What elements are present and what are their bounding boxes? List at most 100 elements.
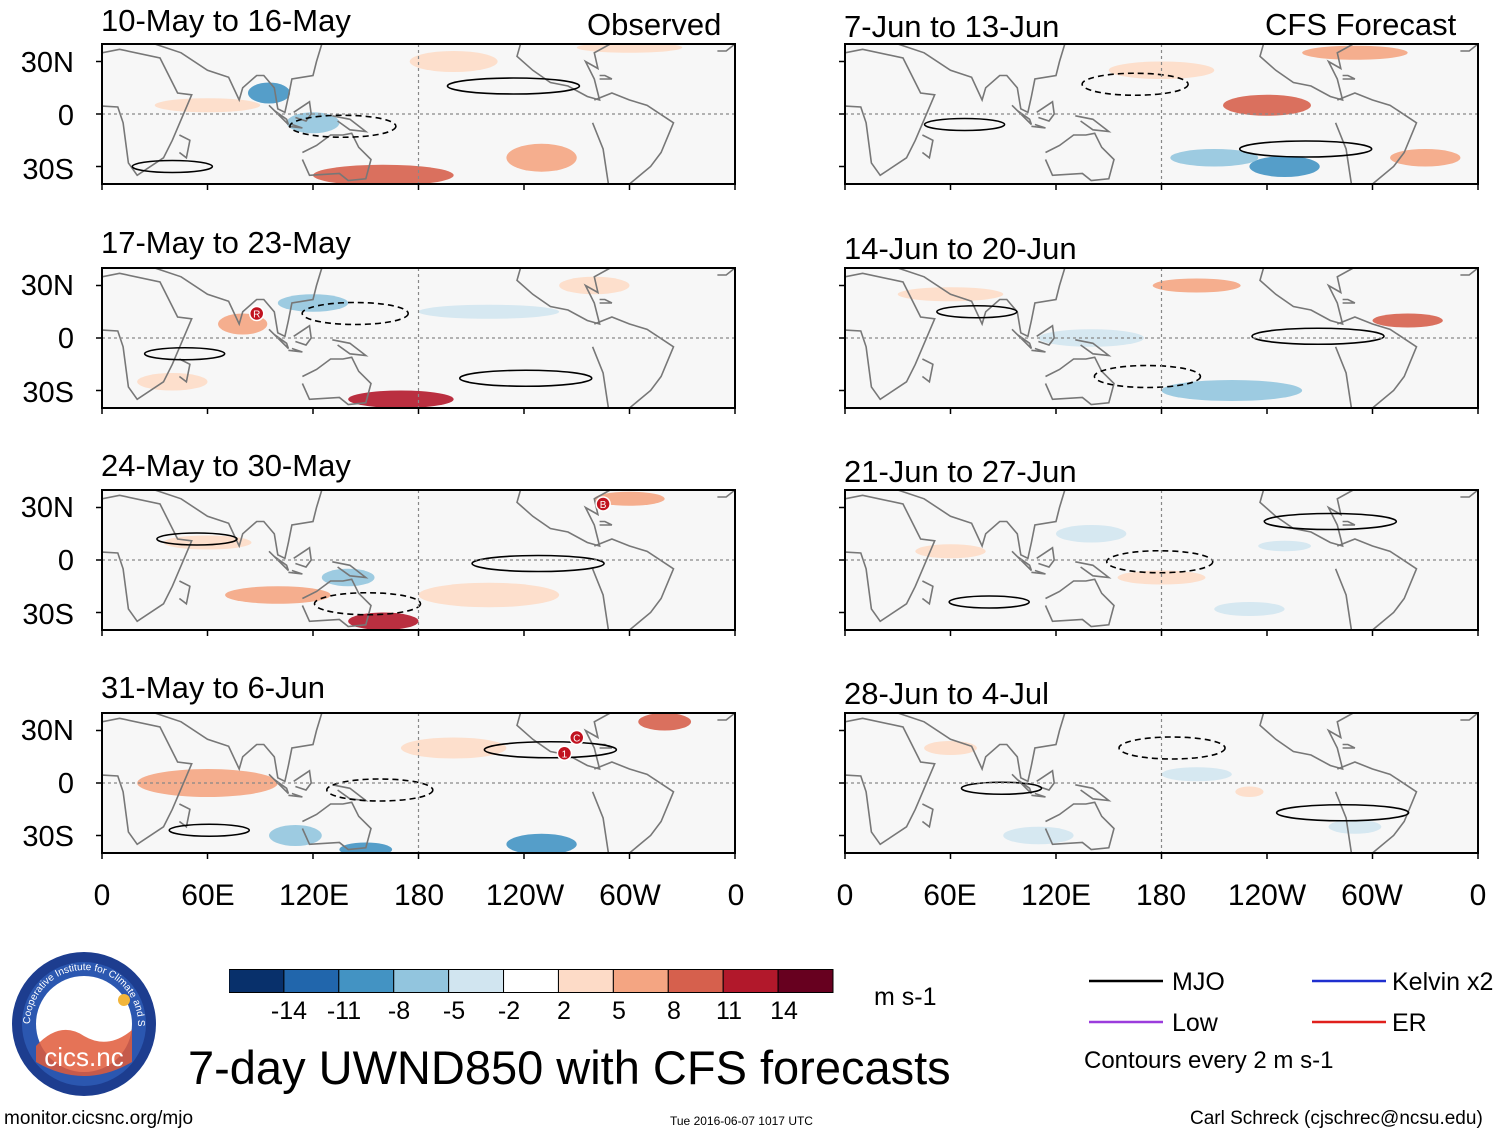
anomaly-shading [1214,602,1285,616]
storm-marker-label: B [600,500,607,511]
coastline [599,74,613,80]
map-panel-6 [839,267,1479,414]
coastline [516,44,611,102]
colorbar-swatch [557,969,614,993]
anomaly-shading [409,51,498,72]
anomaly-shading [1003,826,1074,845]
coastline [178,134,191,160]
colorbar-swatch [777,969,834,993]
colorbar-swatch [667,969,724,993]
map-panel-2 [96,267,736,414]
anomaly-shading [506,833,577,853]
coastline [301,356,372,406]
mjo-contour [458,369,593,388]
coastline [1334,316,1418,408]
map-panel-1 [96,43,736,190]
anomaly-shading [576,44,683,53]
legend-label-mjo: MJO [1172,968,1225,996]
coastline [717,490,735,498]
coastline [1044,801,1115,851]
anomaly-shading [418,582,560,608]
coastline [332,561,369,579]
lon-label-60e: 60E [923,879,977,912]
forecast-panel-title-1: 7-Jun to 13-Jun [844,9,1060,44]
coastline [1460,713,1478,721]
coastline [591,761,675,853]
coastline [717,44,735,52]
anomaly-shading [1235,786,1264,797]
coastline [268,328,290,350]
anomaly-shading [1056,525,1127,543]
coastline [1259,713,1354,771]
mjo-contour [1263,512,1398,531]
anomaly-shading [1161,380,1303,401]
forecast-panel-title-2: 14-Jun to 20-Jun [844,231,1077,266]
coastline [1036,769,1056,791]
coastline [845,490,1066,560]
anomaly-shading [247,82,291,104]
anomaly-shading [225,586,331,604]
anomaly-shading [154,98,261,113]
lat-label-30s: 30S [22,599,74,631]
coastline [1036,324,1056,346]
anomaly-shading [594,491,665,506]
coastline [1342,74,1356,80]
coastline [178,580,191,606]
coastline [293,324,313,346]
coastline [921,358,934,384]
lon-label-0: 0 [836,879,854,912]
coastline [288,792,303,798]
anomaly-shading [1258,540,1311,552]
anomaly-shading [418,304,560,319]
forecast-panel-title-3: 21-Jun to 27-Jun [844,454,1077,489]
coastline [288,569,303,575]
cicsnc-logo: Cooperative Institute for Climate and Sa… [10,950,156,1096]
colorbar-label: 11 [716,997,742,1025]
storm-marker-label: R [253,310,260,321]
anomaly-shading [506,143,577,172]
coastline [178,803,191,829]
coastline [293,769,313,791]
mjo-contour [923,117,1006,132]
coastline [1036,546,1056,568]
coastline [102,44,323,114]
coastline [1036,100,1056,122]
anomaly-shading [1152,278,1241,293]
coastline [1075,115,1112,133]
anomaly-shading [1170,149,1259,167]
mjo-contour [471,554,605,573]
coastline [1031,569,1046,575]
anomaly-shading [559,276,630,295]
coastline [516,268,611,326]
colorbar-swatch [338,969,395,993]
mjo-contour [1251,327,1385,346]
lon-label-0: 0 [93,879,111,912]
colorbar-swatch [722,969,779,993]
colorbar-swatch [283,969,340,993]
coastline [1259,268,1354,326]
coastline [1334,761,1418,853]
colorbar-swatch [393,969,450,993]
coastline [599,520,613,526]
coastline [288,347,303,353]
coastline [288,123,303,129]
anomaly-shading [313,164,454,184]
lat-label-eq: 0 [57,768,74,800]
chart-title: 7-day UWND850 with CFS forecasts [188,1041,951,1094]
footer-credit: Carl Schreck (cjschrec@ncsu.edu) [1190,1108,1483,1129]
anomaly-shading [269,825,322,846]
mjo-contour [168,823,251,838]
coastline [1460,44,1478,52]
coastline [717,268,735,276]
footer-url[interactable]: monitor.cicsnc.org/mjo [4,1108,194,1129]
colorbar-label: 5 [612,997,626,1025]
coastline [301,578,372,628]
map-panel-7 [839,489,1479,636]
lat-label-30n: 30N [20,270,74,302]
lat-label-30s: 30S [22,154,74,186]
mjo-contour [326,778,434,802]
coastline [1031,123,1046,129]
coastline [1342,298,1356,304]
anomaly-shading [1223,94,1311,116]
anomaly-shading [1117,570,1206,585]
